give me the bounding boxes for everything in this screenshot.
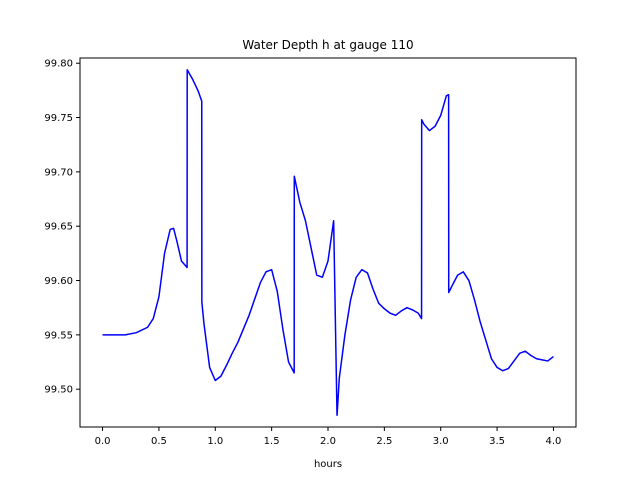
x-tick-label: 1.0	[207, 436, 223, 447]
x-axis-label: hours	[314, 459, 342, 470]
x-tick-label: 0.5	[151, 436, 167, 447]
y-tick-label: 99.50	[44, 385, 73, 396]
y-axis-ticks: 99.50 99.55 99.60 99.65 99.70 99.75 99.80	[44, 59, 80, 396]
y-tick-label: 99.70	[44, 167, 73, 178]
y-tick-label: 99.55	[44, 330, 73, 341]
y-tick-label: 99.75	[44, 113, 73, 124]
x-tick-label: 0.0	[95, 436, 111, 447]
x-tick-label: 3.0	[433, 436, 449, 447]
plot-area	[102, 68, 554, 417]
x-tick-label: 2.5	[376, 436, 392, 447]
plot-frame	[79, 57, 577, 428]
x-tick-label: 3.5	[489, 436, 505, 447]
y-tick-label: 99.65	[44, 222, 73, 233]
y-tick-label: 99.80	[44, 59, 73, 70]
x-axis-ticks: 0.0 0.5 1.0 1.5 2.0 2.5 3.0 3.5 4.0	[95, 427, 562, 447]
x-tick-label: 2.0	[320, 436, 336, 447]
y-tick-label: 99.60	[44, 276, 73, 287]
series-line-0	[102, 68, 554, 417]
x-tick-label: 4.0	[546, 436, 562, 447]
chart-title: Water Depth h at gauge 110	[242, 38, 413, 52]
x-tick-label: 1.5	[264, 436, 280, 447]
